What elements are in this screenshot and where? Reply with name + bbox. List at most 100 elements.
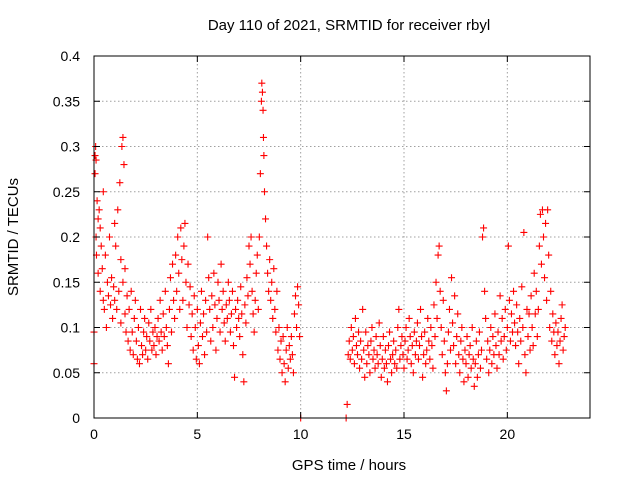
data-point: [218, 305, 226, 313]
data-points: [90, 79, 569, 422]
data-point: [249, 310, 257, 318]
data-point: [158, 346, 166, 354]
data-point: [504, 242, 512, 250]
data-point: [387, 355, 395, 363]
data-point: [279, 333, 287, 341]
data-point: [544, 206, 552, 214]
data-point: [385, 342, 392, 350]
data-point: [541, 274, 549, 282]
data-point: [343, 400, 351, 408]
data-point: [113, 305, 121, 313]
data-point: [441, 369, 449, 377]
data-point: [132, 337, 140, 345]
data-point: [380, 364, 388, 372]
data-point: [168, 328, 175, 336]
data-point: [162, 324, 170, 331]
data-point: [480, 224, 488, 232]
y-tick-label: 0.05: [53, 365, 80, 381]
data-point: [173, 287, 181, 295]
data-point: [460, 378, 468, 386]
data-point: [439, 296, 447, 304]
data-point: [408, 342, 416, 350]
data-point: [511, 319, 519, 327]
data-point: [533, 333, 541, 341]
data-point: [256, 170, 264, 178]
data-point: [269, 314, 277, 322]
data-point: [93, 197, 101, 205]
data-point: [94, 269, 102, 277]
data-point: [220, 319, 228, 327]
data-point: [223, 314, 231, 322]
data-point: [379, 333, 387, 341]
data-point: [260, 152, 268, 160]
data-point: [285, 342, 293, 350]
data-point: [129, 351, 137, 359]
y-tick-label: 0.15: [53, 274, 80, 290]
data-point: [555, 360, 563, 368]
data-point: [434, 251, 442, 259]
data-point: [228, 287, 236, 295]
data-point: [438, 351, 446, 359]
data-point: [248, 287, 256, 295]
data-point: [217, 260, 225, 268]
data-point: [393, 364, 401, 372]
data-point: [530, 269, 538, 277]
data-point: [487, 324, 495, 331]
data-point: [111, 296, 119, 304]
data-point: [410, 328, 418, 336]
data-point: [283, 324, 291, 331]
data-point: [119, 133, 127, 141]
data-point: [107, 301, 115, 309]
data-point: [180, 242, 188, 250]
data-point: [528, 324, 536, 331]
data-point: [205, 274, 213, 282]
data-point: [447, 346, 454, 354]
data-point: [213, 314, 221, 322]
data-point: [486, 346, 494, 354]
data-point: [540, 233, 547, 241]
data-point: [211, 301, 219, 309]
data-point: [108, 274, 116, 282]
data-point: [159, 310, 167, 318]
data-point: [431, 333, 439, 341]
data-point: [197, 287, 205, 295]
data-point: [505, 296, 513, 304]
data-point: [376, 342, 384, 350]
data-point: [127, 287, 135, 295]
data-point: [265, 287, 273, 295]
data-point: [347, 324, 355, 331]
data-point: [91, 152, 99, 160]
data-point: [290, 310, 298, 318]
data-point: [130, 314, 138, 322]
data-point: [222, 301, 230, 309]
data-point: [523, 305, 531, 313]
data-point: [170, 296, 178, 304]
data-point: [235, 314, 243, 322]
data-point: [155, 337, 163, 345]
data-point: [268, 278, 276, 286]
data-point: [252, 269, 260, 277]
x-tick-label: 0: [90, 426, 98, 442]
data-point: [295, 301, 303, 309]
data-point: [254, 305, 262, 313]
data-point: [391, 360, 399, 368]
data-point: [418, 333, 426, 341]
data-point: [448, 274, 456, 282]
data-point: [450, 342, 458, 350]
data-point: [261, 188, 268, 196]
data-point: [496, 292, 504, 300]
data-point: [500, 333, 508, 341]
data-point: [289, 369, 297, 377]
data-point: [273, 287, 281, 295]
data-point: [388, 369, 396, 377]
data-point: [494, 328, 502, 336]
data-point: [266, 256, 274, 264]
data-point: [437, 324, 445, 331]
data-point: [264, 269, 272, 277]
data-point: [286, 355, 294, 363]
data-point: [465, 351, 473, 359]
data-point: [259, 133, 267, 141]
data-point: [236, 333, 244, 341]
data-point: [397, 342, 405, 350]
data-point: [124, 337, 132, 345]
